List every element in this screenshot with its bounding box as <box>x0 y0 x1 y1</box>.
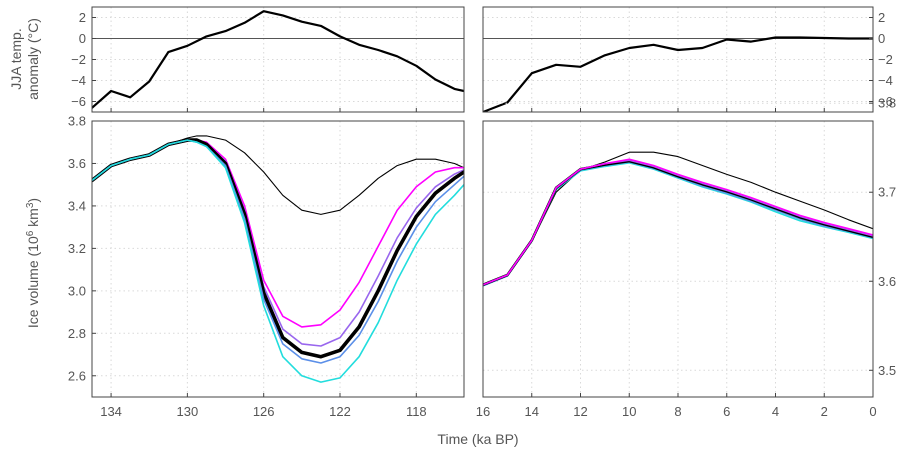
x-tick-label: 6 <box>723 404 730 419</box>
y-tick-label: 3.8 <box>68 114 86 129</box>
x-tick-label: 126 <box>253 404 275 419</box>
x-tick-label: 0 <box>869 404 876 419</box>
y-tick-label: −6 <box>878 94 893 109</box>
series-group <box>92 135 464 383</box>
y-tick-label: 3.2 <box>68 241 86 256</box>
x-tick-label: 16 <box>476 404 490 419</box>
y-tick-label: 3.8 <box>878 96 896 111</box>
y-tick-label: 3.5 <box>878 363 896 378</box>
series-group <box>92 10 464 109</box>
series-line-6 <box>483 158 873 286</box>
series-line-1 <box>483 36 873 112</box>
temperature-axis-label-line2: anomaly (°C) <box>25 18 41 100</box>
x-tick-label: 12 <box>573 404 587 419</box>
x-tick-label: 118 <box>406 404 427 419</box>
ice-volume-panel-holocene: 3.8 3.7 3.6 3.5 16 14 12 10 8 6 4 2 0 <box>476 96 896 419</box>
y-tick-label: −4 <box>71 73 86 88</box>
y-tick-label: 3.6 <box>68 156 86 171</box>
series-line-6 <box>92 139 464 383</box>
y-tick-label: 2 <box>878 10 885 25</box>
x-tick-label: 14 <box>525 404 539 419</box>
series-line-1 <box>92 10 464 109</box>
x-tick-label: 4 <box>772 404 779 419</box>
temperature-panel-last-interglacial: 2 0 −2 −4 −6 <box>71 6 465 113</box>
plot-frame <box>91 120 465 398</box>
x-tick-label: 10 <box>622 404 636 419</box>
temperature-panel-holocene: 2 0 −2 −4 −6 <box>482 6 893 113</box>
series-line-2 <box>483 162 873 287</box>
x-tick-label: 122 <box>329 404 351 419</box>
x-axis-label: Time (ka BP) <box>437 431 518 447</box>
y-tick-label: 3.0 <box>68 283 86 298</box>
y-tick-label: 0 <box>79 31 86 46</box>
y-tick-label: 2.8 <box>68 326 86 341</box>
y-tick-label: −2 <box>878 52 893 67</box>
x-tick-label: 8 <box>674 404 681 419</box>
y-tick-label: 0 <box>878 31 885 46</box>
ice-volume-axis-label: Ice volume (106 km3) <box>25 198 41 328</box>
y-tick-label: 2 <box>79 10 86 25</box>
y-tick-label: −2 <box>71 52 86 67</box>
temperature-axis-label: JJA temp. anomaly (°C) <box>8 18 41 100</box>
y-tick-label: 2.6 <box>68 368 86 383</box>
y-tick-label: 3.6 <box>878 274 896 289</box>
x-tick-label: 2 <box>821 404 828 419</box>
series-group <box>483 151 873 287</box>
y-tick-label: 3.4 <box>68 198 86 213</box>
y-tick-label: 3.7 <box>878 185 896 200</box>
series-line-1 <box>92 135 464 215</box>
y-tick-label: −6 <box>71 94 86 109</box>
x-tick-label: 130 <box>177 404 199 419</box>
series-group <box>483 36 873 112</box>
temperature-axis-label-line1: JJA temp. <box>8 28 24 89</box>
x-tick-label: 134 <box>100 404 122 419</box>
y-tick-label: −4 <box>878 73 893 88</box>
ice-volume-panel-last-interglacial: 3.8 3.6 3.4 3.2 3.0 2.8 2.6 134 130 126 122 118 <box>68 114 465 419</box>
